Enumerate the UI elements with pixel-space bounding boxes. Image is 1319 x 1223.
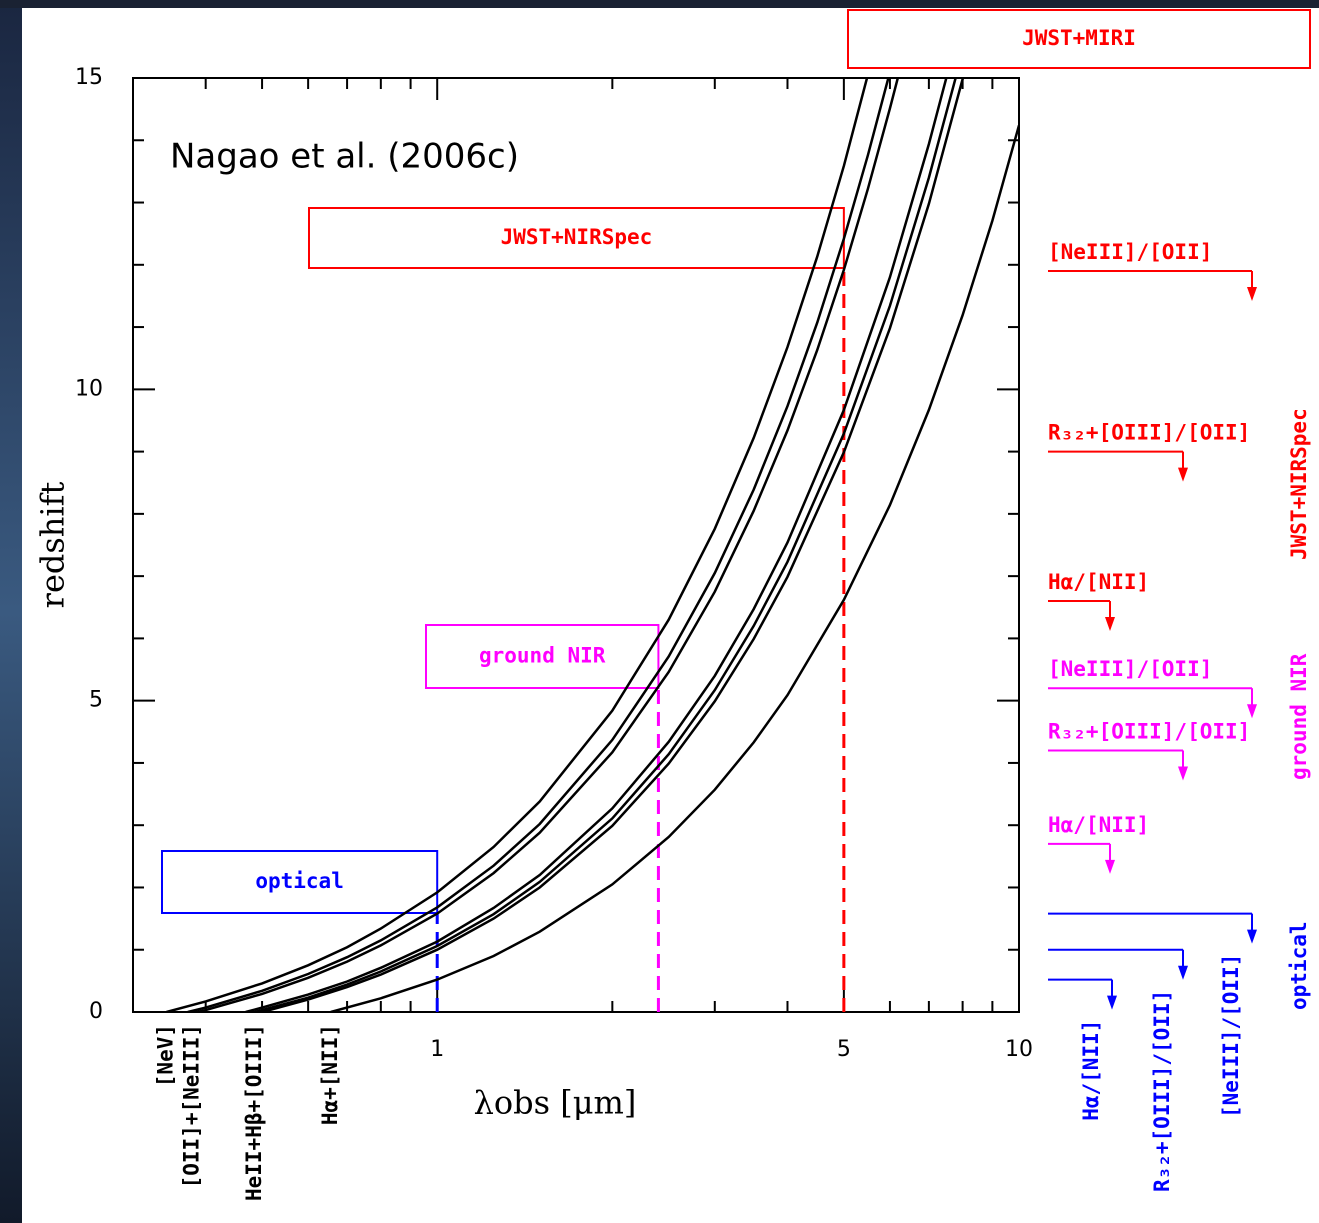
- x-tick-label: 1: [430, 1037, 444, 1062]
- diagnostic-label: Hα/[NII]: [1048, 570, 1149, 594]
- x-axis-label: λobs [μm]: [474, 1084, 637, 1122]
- arrow-head: [1105, 859, 1115, 874]
- emission-line-label: [NeV]: [154, 1024, 178, 1087]
- redshift-curve: [254, 78, 957, 1012]
- arrow-head: [1105, 617, 1115, 632]
- diagnostic-label: R₃₂+[OIII]/[OII]: [1150, 990, 1174, 1192]
- redshift-curve: [197, 78, 900, 1012]
- diagnostic-label: Hα/[NII]: [1079, 1020, 1103, 1121]
- y-tick-label: 5: [89, 688, 103, 713]
- diagnostic-label: R₃₂+[OIII]/[OII]: [1048, 421, 1250, 445]
- y-tick-label: 10: [75, 376, 103, 401]
- diagnostic-label: R₃₂+[OIII]/[OII]: [1048, 719, 1250, 743]
- redshift-curve: [330, 124, 1019, 1012]
- instrument-label: JWST+NIRSpec: [501, 225, 653, 249]
- arrow-head: [1247, 704, 1257, 719]
- redshift-curve: [245, 78, 948, 1012]
- y-tick-label: 0: [89, 999, 103, 1024]
- arrow-head: [1247, 287, 1257, 302]
- y-axis-label: redshift: [34, 482, 72, 609]
- arrow-head: [1107, 995, 1117, 1010]
- group-label: ground NIR: [1287, 653, 1311, 780]
- emission-line-label: Hα+[NII]: [318, 1024, 342, 1125]
- instrument-label: JWST+MIRI: [1022, 26, 1136, 50]
- diagnostic-label: [NeIII]/[OII]: [1219, 954, 1243, 1118]
- x-tick-label: 5: [837, 1037, 851, 1062]
- instrument-box: [161, 850, 439, 914]
- arrow-head: [1247, 929, 1257, 944]
- arrow-head: [1178, 965, 1188, 980]
- diagnostic-label: [NeIII]/[OII]: [1048, 240, 1212, 264]
- x-tick-label: 10: [1005, 1037, 1033, 1062]
- instrument-box: [847, 9, 1311, 69]
- redshift-curve: [166, 78, 869, 1012]
- group-label: optical: [1287, 921, 1311, 1010]
- arrow-head: [1178, 766, 1188, 781]
- instrument-label: optical: [255, 869, 344, 893]
- backdrop-left: [0, 0, 22, 1223]
- instrument-box: [425, 624, 660, 689]
- redshift-curve: [262, 78, 965, 1012]
- backdrop-top: [0, 0, 1319, 8]
- chart-title: Nagao et al. (2006c): [170, 137, 519, 177]
- arrow-head: [1178, 467, 1188, 482]
- emission-line-label: [OII]+[NeIII]: [180, 1024, 204, 1188]
- instrument-box: [308, 207, 845, 269]
- y-tick-label: 15: [75, 65, 103, 90]
- group-label: JWST+NIRSpec: [1287, 408, 1311, 560]
- diagnostic-label: [NeIII]/[OII]: [1048, 657, 1212, 681]
- emission-line-label: HeII+Hβ+[OIII]: [242, 1024, 266, 1201]
- diagnostic-label: Hα/[NII]: [1048, 813, 1149, 837]
- instrument-label: ground NIR: [479, 644, 606, 668]
- redshift-curve: [187, 78, 890, 1012]
- plot-frame: [132, 77, 1020, 1013]
